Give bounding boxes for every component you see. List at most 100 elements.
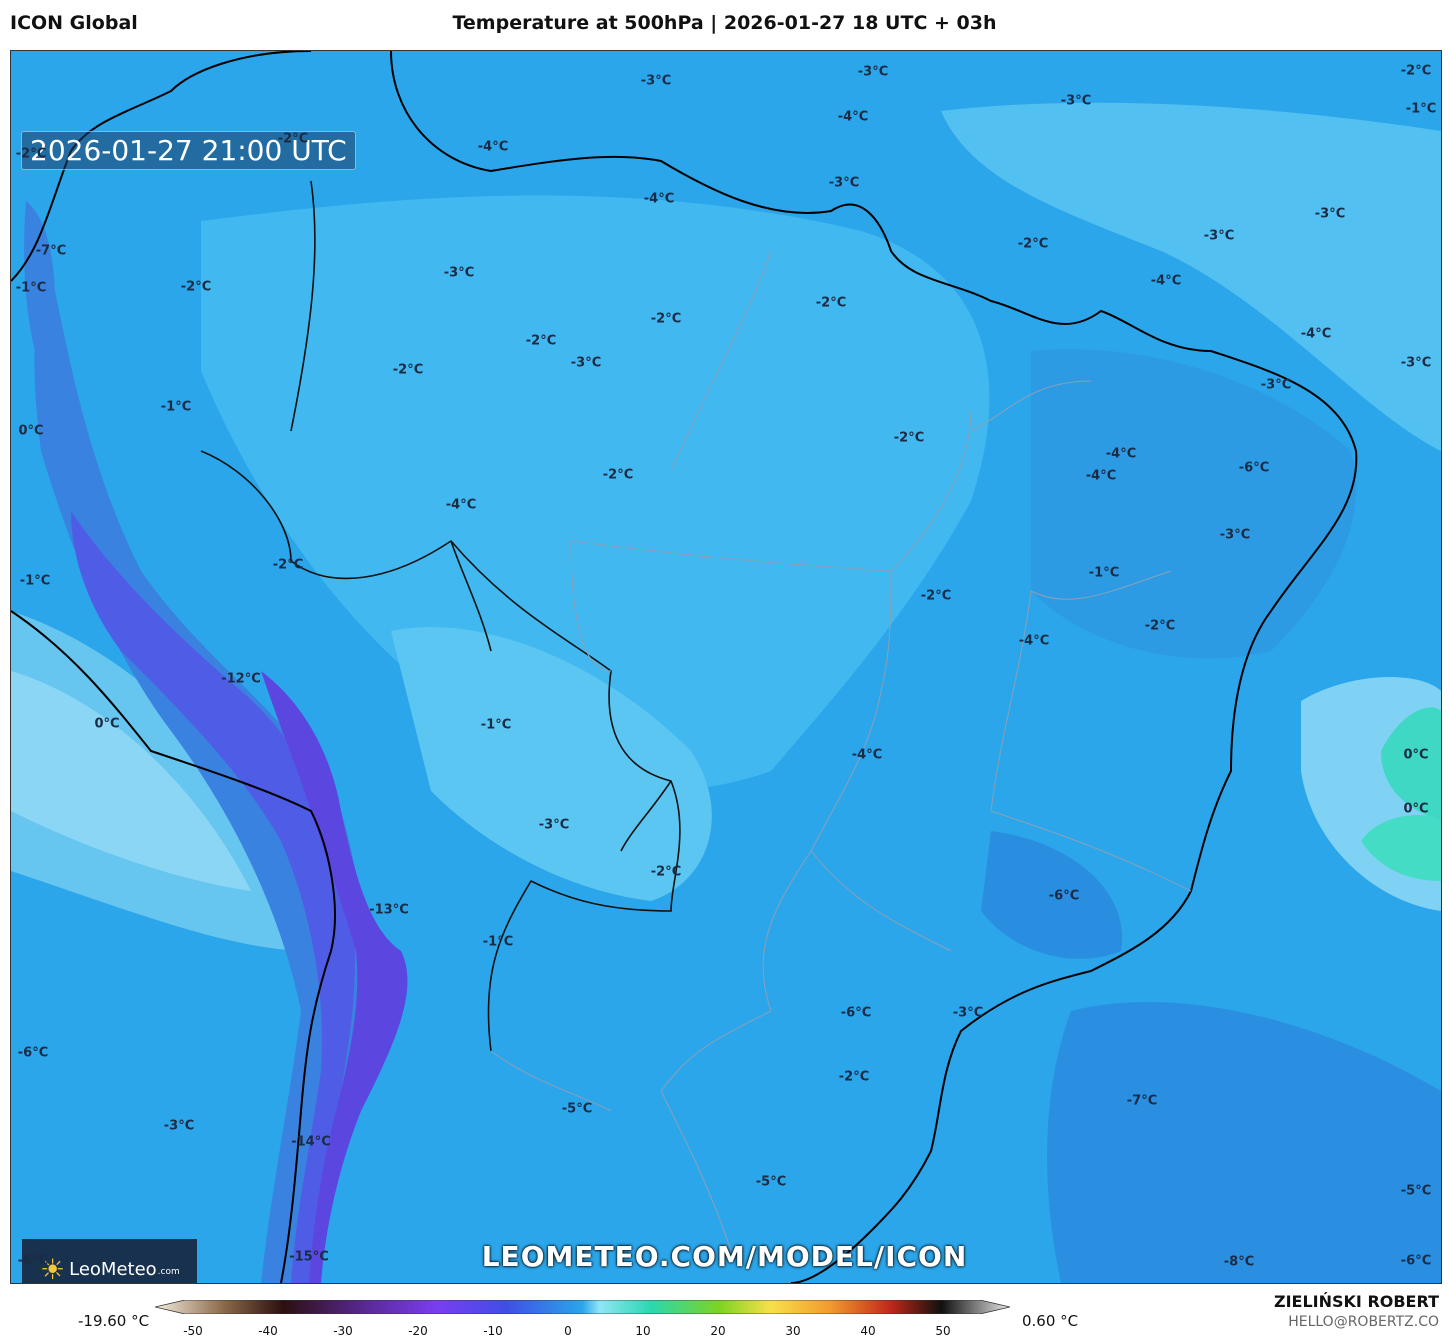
temperature-label: -3°C [1219, 527, 1251, 543]
sun-icon: ☀ [40, 1252, 66, 1284]
colorbar-tick: 20 [710, 1324, 726, 1338]
temperature-label: -2°C [1400, 63, 1432, 79]
logo-domain: .com [157, 1267, 180, 1277]
andes-cold-mid [71, 511, 356, 1283]
colorbar-tick: 40 [860, 1324, 876, 1338]
temperature-label: -1°C [160, 399, 192, 415]
temperature-label: -3°C [857, 64, 889, 80]
colorbar-tick: -20 [408, 1324, 428, 1338]
map-canvas [11, 51, 1441, 1283]
temperature-label: -1°C [15, 280, 47, 296]
temperature-label: 0°C [18, 423, 44, 439]
temperature-label: -4°C [1018, 633, 1050, 649]
temperature-label: -3°C [828, 175, 860, 191]
temperature-label: -15°C [289, 1249, 329, 1265]
temperature-label: 0°C [94, 716, 120, 732]
temperature-label: -4°C [837, 109, 869, 125]
colorbar-tick: -10 [483, 1324, 503, 1338]
temperature-label: -12°C [221, 671, 261, 687]
temperature-label: -2°C [525, 333, 557, 349]
temperature-label: -4°C [1300, 326, 1332, 342]
temperature-label: -2°C [650, 311, 682, 327]
temperature-label: -3°C [443, 265, 475, 281]
temperature-label: -2°C [15, 146, 47, 162]
author-credit: ZIELIŃSKI ROBERT [1273, 1292, 1439, 1311]
temperature-label: -5°C [755, 1174, 787, 1190]
temperature-label: -4°C [445, 497, 477, 513]
temperature-label: -3°C [1203, 228, 1235, 244]
temperature-label: -6°C [1238, 460, 1270, 476]
temperature-label: -5°C [1400, 1183, 1432, 1199]
temperature-label: -2°C [1017, 236, 1049, 252]
temperature-label: -2°C [815, 295, 847, 311]
andes-cold-outer [34, 271, 365, 1283]
colorbar-tick: -30 [333, 1324, 353, 1338]
temperature-label: -2°C [920, 588, 952, 604]
colorbar-tick: 50 [935, 1324, 951, 1338]
teal-patch-2 [1361, 815, 1441, 881]
temperature-label: -3°C [570, 355, 602, 371]
temperature-label: -3°C [1060, 93, 1092, 109]
temperature-label: -1°C [19, 573, 51, 589]
temperature-label: -1°C [1405, 101, 1437, 117]
temperature-label: -4°C [643, 191, 675, 207]
temperature-label: -2°C [180, 279, 212, 295]
andes-north [24, 201, 55, 371]
logo-text: LeoMeteo [69, 1258, 157, 1280]
temperature-label: -3°C [1260, 377, 1292, 393]
colorbar [155, 1300, 1010, 1314]
temperature-label: -14°C [291, 1134, 331, 1150]
teal-patch-1 [1381, 707, 1441, 821]
south-america-coast [11, 51, 1358, 1283]
temperature-label: -4°C [851, 747, 883, 763]
temperature-label: -7°C [35, 243, 67, 259]
temperature-label: -3°C [1314, 206, 1346, 222]
leometeo-logo[interactable]: ☀ LeoMeteo .com [22, 1239, 197, 1284]
temperature-label: -6°C [840, 1005, 872, 1021]
temperature-label: -2°C [838, 1069, 870, 1085]
temperature-label: -3°C [640, 73, 672, 89]
atlantic-light [941, 102, 1441, 451]
temperature-label: 0°C [1403, 801, 1429, 817]
andes-cold-core [261, 671, 408, 1283]
temperature-label: -1°C [480, 717, 512, 733]
central-light [391, 627, 712, 901]
temperature-label: -3°C [952, 1005, 984, 1021]
model-name: ICON Global [10, 12, 138, 34]
temperature-label: -2°C [272, 557, 304, 573]
atlantic-dark [1047, 1002, 1441, 1283]
colorbar-min-label: -19.60 °C [78, 1312, 150, 1330]
temperature-label: -1°C [482, 934, 514, 950]
colorbar-tick: 30 [785, 1324, 801, 1338]
colorbar-max-label: 0.60 °C [1022, 1312, 1079, 1330]
temperature-label: -4°C [1105, 446, 1137, 462]
northeast-dark [1031, 349, 1357, 659]
southeast-dark [981, 831, 1123, 959]
colorbar-tick: 0 [564, 1324, 572, 1338]
temperature-label: -5°C [561, 1101, 593, 1117]
watermark-url: LEOMETEO.COM/MODEL/ICON [481, 1240, 968, 1273]
pacific-lighter [11, 671, 251, 891]
temperature-label: -4°C [1150, 273, 1182, 289]
temperature-label: -3°C [1400, 355, 1432, 371]
colorbar-tick: 10 [635, 1324, 651, 1338]
temperature-map[interactable]: 2026-01-27 21:00 UTC ☀ LeoMeteo .com -3°… [10, 50, 1442, 1284]
temperature-label: -3°C [163, 1118, 195, 1134]
author-email: HELLO@ROBERTZ.CO [1288, 1314, 1439, 1330]
country-borders [200, 180, 681, 1052]
temperature-label: -6°C [1048, 888, 1080, 904]
temperature-label: -4°C [1085, 468, 1117, 484]
temperature-label: -8°C [1223, 1254, 1255, 1270]
temperature-label: -2°C [650, 864, 682, 880]
temperature-label: 0°C [1403, 747, 1429, 763]
temperature-label: -1°C [1088, 565, 1120, 581]
temperature-label: -2°C [1144, 618, 1176, 634]
temperature-label: -6°C [17, 1253, 49, 1269]
temperature-label: -2°C [602, 467, 634, 483]
state-borders [490, 250, 1192, 1252]
temperature-label: -3°C [538, 817, 570, 833]
temperature-label: -4°C [477, 139, 509, 155]
temperature-label: -2°C [893, 430, 925, 446]
colorbar-tick: -40 [258, 1324, 278, 1338]
temperature-label: -6°C [17, 1045, 49, 1061]
